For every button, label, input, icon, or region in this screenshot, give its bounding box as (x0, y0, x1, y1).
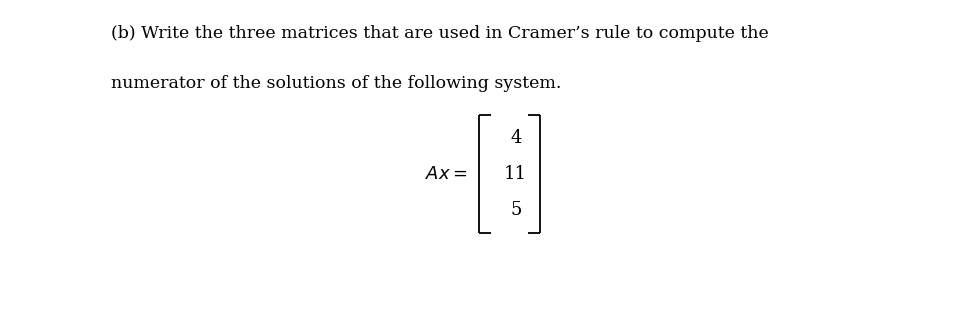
Text: (b) Write the three matrices that are used in Cramer’s rule to compute the: (b) Write the three matrices that are us… (111, 25, 768, 42)
Text: 4: 4 (510, 129, 522, 147)
Text: 11: 11 (504, 165, 527, 183)
Text: numerator of the solutions of the following system.: numerator of the solutions of the follow… (111, 75, 561, 92)
Text: 5: 5 (510, 201, 522, 219)
Text: $Ax =$: $Ax =$ (425, 165, 468, 183)
